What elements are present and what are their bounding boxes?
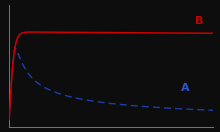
Text: A: A bbox=[181, 83, 189, 93]
Text: B: B bbox=[195, 16, 203, 26]
